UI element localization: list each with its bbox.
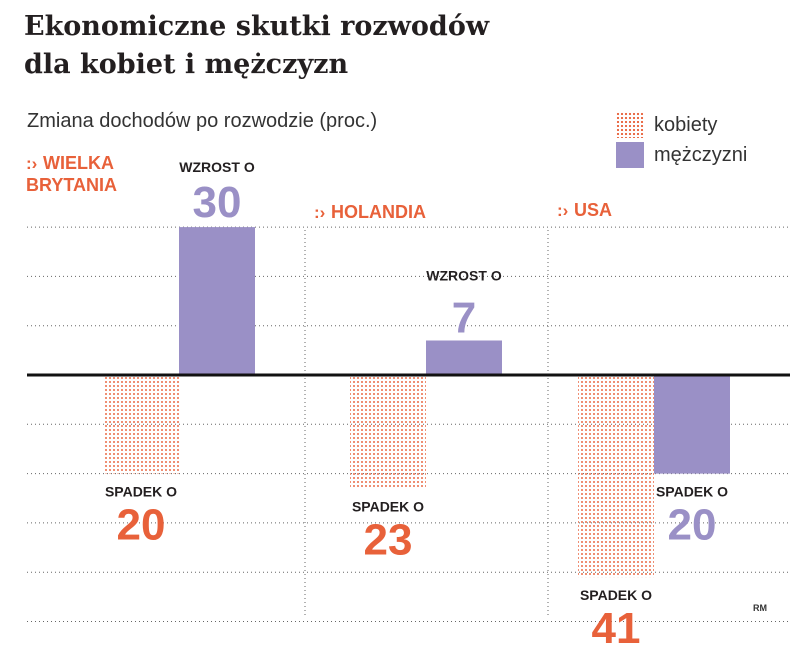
legend-item-men: mężczyzni [616,140,747,170]
value-caption-women: SPADEK O [580,587,652,603]
value-label-men: 7 [452,293,476,342]
credit: RM [753,603,767,613]
value-caption-men: SPADEK O [656,484,728,500]
legend-label-women: kobiety [654,113,718,136]
value-caption-women: SPADEK O [352,498,424,514]
value-label-men: 30 [193,178,242,227]
legend-label-men: mężczyzni [654,143,748,166]
legend-swatch-men [616,142,644,168]
bar-men [654,375,730,474]
bar-women [103,375,179,474]
bar-men [179,227,255,375]
country-bullet-icon: :› [557,201,568,220]
value-caption-men: WZROST O [179,159,255,175]
value-label-women: 20 [117,501,166,550]
chart-title: Ekonomiczne skutki rozwodów dla kobiet i… [24,8,624,84]
title-line-1: Ekonomiczne skutki rozwodów [24,11,490,42]
bar-women [350,375,426,489]
value-caption-men: WZROST O [426,267,502,283]
legend: kobiety mężczyzni [616,110,747,170]
legend-swatch-women [616,112,644,138]
country-label: WIELKA [43,153,114,173]
bars [103,227,730,578]
country-bullet-icon: :› [26,154,37,173]
value-label-women: 41 [592,604,641,653]
title-line-2: dla kobiet i mężczyzn [24,49,349,80]
legend-item-women: kobiety [616,110,747,140]
value-label-women: 23 [364,515,413,564]
chart-subtitle: Zmiana dochodów po rozwodzie (proc.) [27,110,378,132]
bar-men [426,340,502,375]
value-label-men: 20 [668,501,717,550]
country-bullet-icon: :› [314,203,325,222]
country-label: USA [574,200,612,220]
country-label: BRYTANIA [26,175,117,195]
value-caption-women: SPADEK O [105,484,177,500]
bar-women [578,375,654,578]
grid [27,226,790,622]
country-label: HOLANDIA [331,202,426,222]
